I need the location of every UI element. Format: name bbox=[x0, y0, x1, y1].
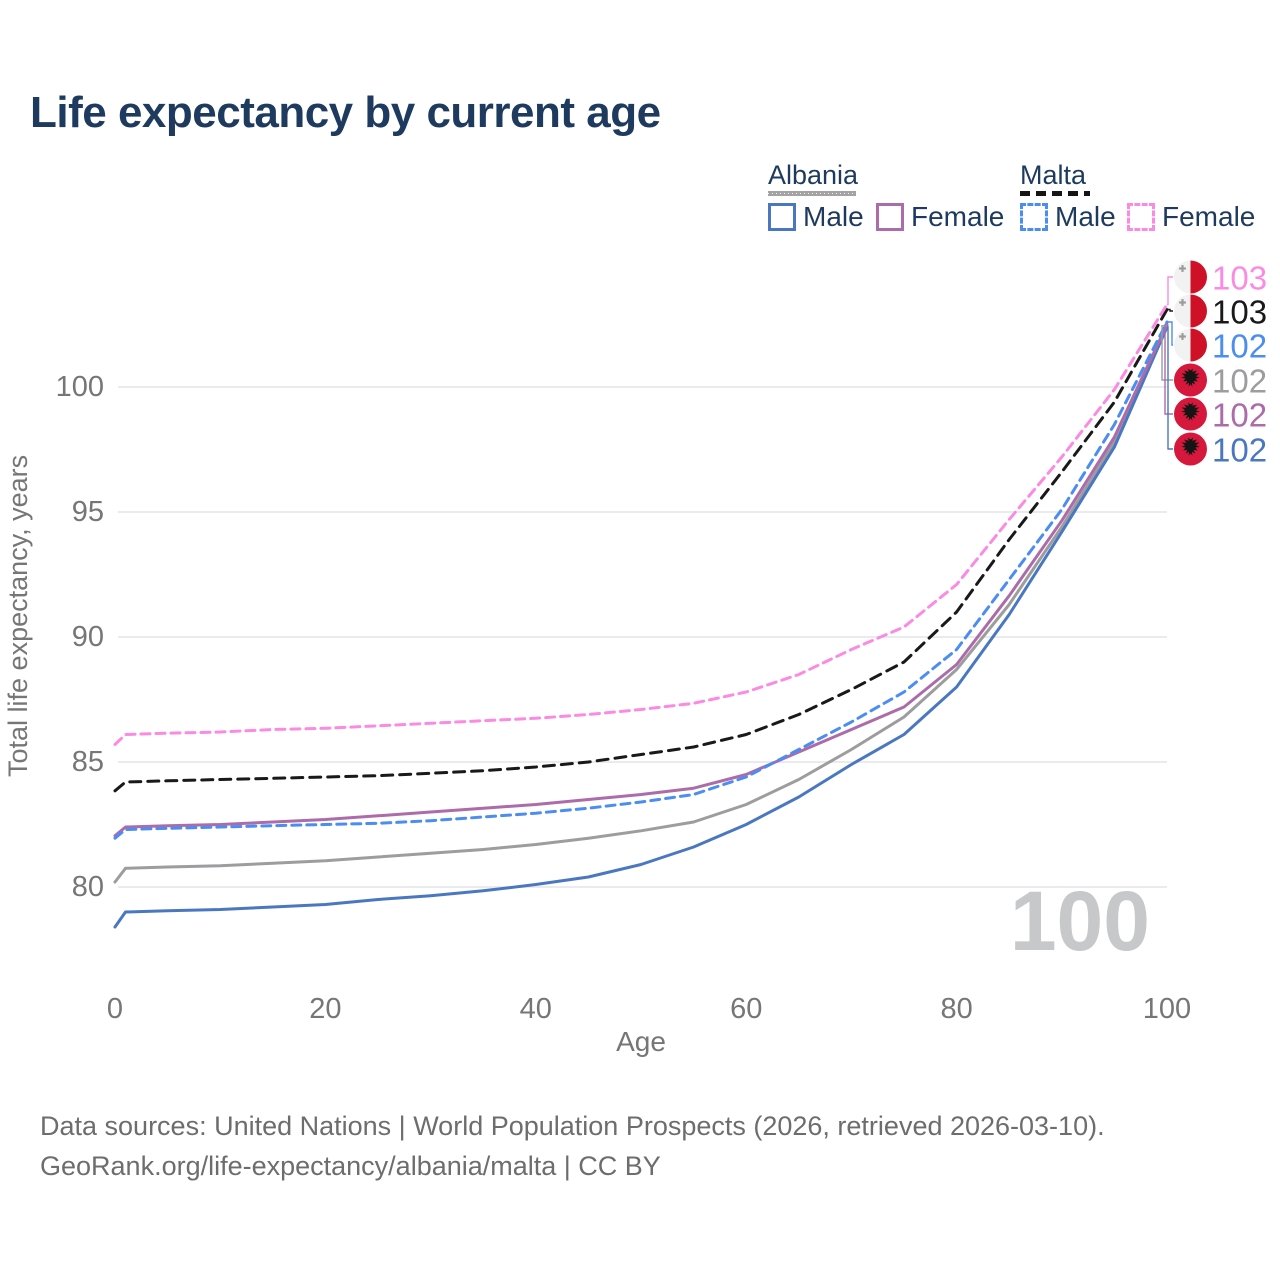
end-label-value-malta-both-sexes: 103 bbox=[1212, 294, 1267, 331]
albania-female-swatch-icon bbox=[876, 203, 904, 231]
legend-item-malta-female[interactable]: Female bbox=[1127, 201, 1255, 233]
legend-underline-malta bbox=[1020, 191, 1090, 196]
x-tick-label-60: 60 bbox=[730, 993, 762, 1025]
end-label-value-albania-female: 102 bbox=[1212, 397, 1267, 434]
legend-item-albania-female[interactable]: Female bbox=[876, 201, 1004, 233]
footer-data-sources: Data sources: United Nations | World Pop… bbox=[40, 1111, 1105, 1141]
legend-item-label: Male bbox=[803, 201, 864, 232]
end-label-leader-malta-female bbox=[1167, 276, 1173, 306]
end-label-leader-malta-both-sexes bbox=[1167, 308, 1173, 312]
series-line-albania-female[interactable] bbox=[113, 323, 1169, 838]
x-tick-label-80: 80 bbox=[940, 993, 972, 1025]
end-label-leader-albania-female bbox=[1164, 323, 1173, 415]
y-tick-label-85: 85 bbox=[72, 746, 104, 778]
legend-item-malta-male[interactable]: Male bbox=[1020, 201, 1116, 233]
legend-item-label: Female bbox=[1162, 201, 1256, 232]
end-label-leader-malta-male bbox=[1167, 321, 1173, 346]
y-tick-label-80: 80 bbox=[72, 871, 104, 903]
end-label-value-albania-both-sexes: 102 bbox=[1212, 363, 1267, 400]
albania-flag-icon bbox=[1174, 363, 1207, 397]
end-label-value-malta-male: 102 bbox=[1212, 328, 1267, 365]
watermark-current-age: 100 bbox=[1010, 874, 1150, 968]
legend-underline-albania bbox=[768, 191, 856, 196]
series-line-malta-both-sexes[interactable] bbox=[113, 308, 1169, 793]
malta-flag-icon bbox=[1174, 260, 1208, 294]
legend: Albania Male Female Malta Male Female bbox=[768, 160, 1268, 240]
series-line-malta-male[interactable] bbox=[113, 320, 1169, 840]
y-tick-label-100: 100 bbox=[56, 371, 104, 403]
x-tick-label-20: 20 bbox=[309, 993, 341, 1025]
series-line-albania-male[interactable] bbox=[113, 325, 1169, 929]
legend-group-albania: Albania bbox=[768, 160, 859, 190]
y-axis-title: Total life expectancy, years bbox=[3, 454, 33, 777]
malta-female-swatch-icon bbox=[1127, 203, 1155, 231]
series-line-malta-female[interactable] bbox=[113, 303, 1169, 746]
legend-item-label: Male bbox=[1055, 201, 1116, 232]
x-axis-title: Age bbox=[616, 1026, 666, 1057]
series-line-albania-both-sexes[interactable] bbox=[113, 324, 1169, 884]
end-label-leader-albania-male bbox=[1167, 326, 1173, 450]
legend-group-malta: Malta bbox=[1020, 160, 1087, 190]
malta-flag-icon bbox=[1174, 328, 1208, 362]
legend-item-label: Female bbox=[911, 201, 1005, 232]
albania-male-swatch-icon bbox=[768, 203, 796, 231]
y-tick-label-95: 95 bbox=[72, 496, 104, 528]
footer-attribution: GeoRank.org/life-expectancy/albania/malt… bbox=[40, 1151, 661, 1181]
x-tick-label-100: 100 bbox=[1143, 993, 1191, 1025]
albania-flag-icon bbox=[1174, 397, 1207, 431]
y-tick-label-90: 90 bbox=[72, 621, 104, 653]
end-label-value-albania-male: 102 bbox=[1212, 432, 1267, 469]
x-tick-label-40: 40 bbox=[520, 993, 552, 1025]
legend-item-albania-male[interactable]: Male bbox=[768, 201, 864, 233]
malta-male-swatch-icon bbox=[1020, 203, 1048, 231]
footer: Data sources: United Nations | World Pop… bbox=[40, 1106, 1105, 1186]
x-tick-label-0: 0 bbox=[107, 993, 123, 1025]
end-label-value-malta-female: 103 bbox=[1212, 260, 1267, 297]
page-title: Life expectancy by current age bbox=[30, 88, 661, 137]
albania-flag-icon bbox=[1174, 432, 1207, 466]
malta-flag-icon bbox=[1174, 294, 1208, 328]
